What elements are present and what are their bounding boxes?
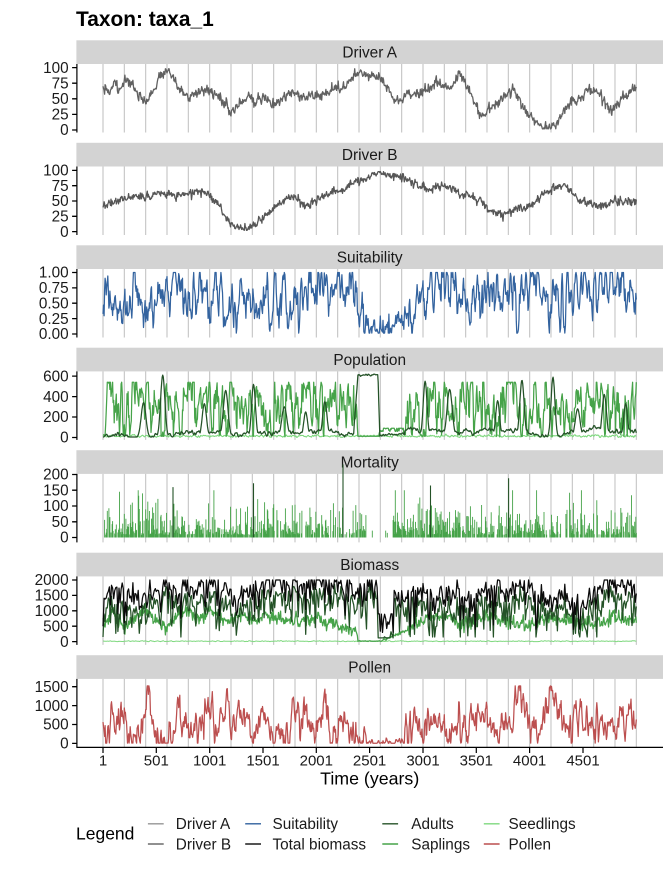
svg-text:3001: 3001 — [406, 753, 439, 770]
svg-text:Driver B: Driver B — [342, 147, 398, 164]
svg-text:0: 0 — [60, 736, 69, 753]
svg-text:Driver A: Driver A — [176, 816, 231, 833]
svg-text:100: 100 — [43, 163, 69, 180]
svg-text:Driver A: Driver A — [342, 44, 397, 61]
svg-text:1001: 1001 — [193, 753, 226, 770]
svg-text:200: 200 — [43, 467, 69, 484]
svg-text:Pollen: Pollen — [509, 836, 552, 853]
svg-text:2501: 2501 — [353, 753, 386, 770]
svg-text:1: 1 — [99, 753, 107, 770]
svg-text:1000: 1000 — [35, 698, 69, 715]
svg-text:0.25: 0.25 — [39, 311, 69, 328]
svg-text:100: 100 — [43, 60, 69, 77]
svg-text:3501: 3501 — [460, 753, 493, 770]
svg-text:4001: 4001 — [513, 753, 546, 770]
svg-text:1500: 1500 — [35, 679, 69, 696]
svg-text:200: 200 — [43, 409, 69, 426]
svg-text:501: 501 — [144, 753, 169, 770]
svg-text:Population: Population — [333, 352, 406, 369]
svg-text:75: 75 — [52, 178, 69, 195]
svg-text:2000: 2000 — [35, 572, 69, 589]
svg-text:500: 500 — [43, 618, 69, 635]
svg-text:Biomass: Biomass — [340, 557, 399, 574]
svg-text:Adults: Adults — [411, 816, 454, 833]
svg-text:600: 600 — [43, 368, 69, 385]
svg-text:0: 0 — [60, 530, 69, 547]
svg-text:400: 400 — [43, 389, 69, 406]
svg-text:0: 0 — [60, 224, 69, 241]
svg-text:Pollen: Pollen — [348, 659, 391, 676]
svg-text:Driver B: Driver B — [176, 836, 231, 853]
svg-text:Seedlings: Seedlings — [509, 816, 577, 833]
svg-text:Total biomass: Total biomass — [273, 836, 367, 853]
svg-text:25: 25 — [52, 107, 69, 124]
svg-text:75: 75 — [52, 75, 69, 92]
svg-text:100: 100 — [43, 498, 69, 515]
svg-text:0: 0 — [60, 122, 69, 139]
svg-text:Suitability: Suitability — [337, 249, 403, 266]
svg-text:1501: 1501 — [246, 753, 279, 770]
svg-text:50: 50 — [52, 514, 69, 531]
svg-text:Suitability: Suitability — [273, 816, 339, 833]
svg-text:2001: 2001 — [300, 753, 333, 770]
svg-text:Mortality: Mortality — [341, 454, 399, 471]
svg-text:Time (years): Time (years) — [320, 769, 419, 789]
svg-text:4501: 4501 — [566, 753, 599, 770]
svg-text:Taxon: taxa_1: Taxon: taxa_1 — [76, 8, 214, 31]
svg-text:50: 50 — [52, 193, 69, 210]
svg-text:0: 0 — [60, 634, 69, 651]
svg-text:Saplings: Saplings — [411, 836, 470, 853]
svg-text:500: 500 — [43, 717, 69, 734]
svg-text:150: 150 — [43, 482, 69, 499]
svg-text:0: 0 — [60, 430, 69, 447]
svg-text:0.00: 0.00 — [39, 326, 69, 343]
svg-text:1000: 1000 — [35, 603, 69, 620]
svg-text:1500: 1500 — [35, 588, 69, 605]
svg-text:25: 25 — [52, 209, 69, 226]
svg-text:Legend: Legend — [76, 823, 134, 843]
svg-text:0.50: 0.50 — [39, 295, 69, 312]
svg-text:0.75: 0.75 — [39, 280, 69, 297]
svg-text:1.00: 1.00 — [39, 265, 69, 282]
svg-text:50: 50 — [52, 91, 69, 108]
